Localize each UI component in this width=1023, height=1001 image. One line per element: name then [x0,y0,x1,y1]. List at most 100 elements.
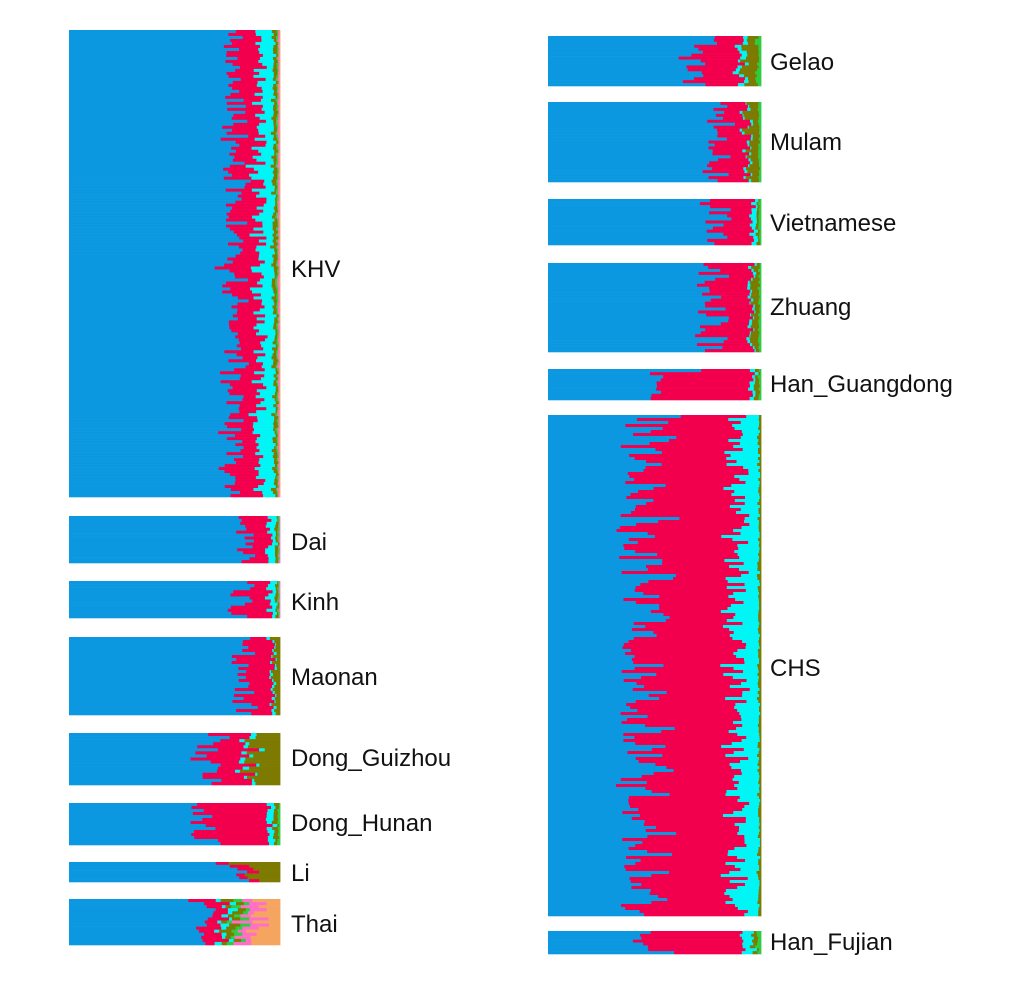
ancestry-segment-chs-k3 [748,472,761,476]
ancestry-segment-chs-k1 [548,490,639,494]
ancestry-segment-khv-k2 [227,107,263,112]
ancestry-segment-maonan-k1 [69,673,238,677]
population-labels: KHV Dai Kinh Maonan Dong_Guizhou Dong_Hu… [291,49,953,956]
ancestry-segment-zhuang-k3 [747,283,751,288]
ancestry-segment-chs-k2 [628,796,741,800]
ancestry-segment-khv-k3 [266,197,276,201]
ancestry-segment-dai-k1 [69,545,253,549]
ancestry-segment-khv-k6 [278,41,280,46]
ancestry-segment-kinh-k1 [69,605,232,610]
ancestry-segment-khv-k6 [277,428,280,432]
ancestry-segment-chs-k2 [622,838,745,842]
ancestry-segment-mulam-k4 [751,179,760,183]
ancestry-segment-dong-guizhou-k2 [206,754,250,758]
ancestry-segment-chs-k2 [669,793,726,797]
ancestry-segment-khv-k1 [69,380,222,384]
ancestry-segment-mulam-k4 [749,104,759,109]
ancestry-segment-khv-k5 [277,32,279,37]
ancestry-segment-khv-k4 [270,245,277,249]
ancestry-segment-gelao-k2 [698,47,738,51]
ancestry-segment-thai-k2 [202,938,230,943]
ancestry-segment-khv-k7 [279,62,281,67]
ancestry-segment-chs-k3 [748,757,760,761]
ancestry-segment-khv-k5 [277,494,279,498]
ancestry-segment-chs-k2 [637,541,749,545]
ancestry-segment-khv-k5 [277,47,280,52]
ancestry-segment-zhuang-k3 [753,328,755,332]
ancestry-segment-vietnamese-k4 [756,214,759,218]
ancestry-segment-zhuang-k2 [704,349,755,353]
ancestry-segment-chs-k3 [744,883,760,887]
ancestry-segment-khv-k2 [241,191,260,195]
ancestry-segment-khv-k4 [273,107,277,112]
ancestry-segment-chs-k4 [759,637,762,641]
ancestry-segment-chs-k4 [758,877,762,881]
ancestry-segment-khv-k7 [279,299,281,303]
ancestry-segment-zhuang-k4 [753,298,760,302]
ancestry-segment-khv-k4 [273,326,277,330]
ancestry-segment-thai-k4 [219,929,232,934]
ancestry-segment-mulam-k3 [742,113,744,118]
ancestry-segment-chs-k3 [737,832,760,836]
ancestry-segment-chs-k1 [548,907,626,911]
ancestry-segment-khv-k3 [263,209,276,213]
ancestry-segment-kinh-k2 [250,587,267,591]
ancestry-segment-maonan-k3 [274,664,277,668]
ancestry-segment-gelao-k5 [758,65,762,69]
ancestry-segment-khv-k4 [273,206,278,210]
ancestry-segment-mulam-k2 [707,164,749,168]
ancestry-segment-thai-k1 [69,932,205,937]
ancestry-segment-khv-k5 [276,197,279,201]
ancestry-segment-khv-k3 [265,185,276,189]
ancestry-segment-khv-k1 [69,302,238,306]
ancestry-segment-khv-k5 [277,452,279,456]
ancestry-segment-gelao-k1 [548,59,702,63]
ancestry-segment-khv-k1 [69,368,235,372]
ancestry-segment-kinh-k2 [233,590,273,594]
ancestry-segment-kinh-k5 [278,605,280,610]
ancestry-segment-chs-k4 [758,652,762,656]
ancestry-segment-zhuang-k2 [704,280,749,285]
ancestry-segment-han-fujian-k4 [753,931,757,935]
ancestry-segment-khv-k3 [259,191,272,195]
ancestry-segment-khv-k5 [275,215,278,219]
ancestry-segment-vietnamese-k5 [758,214,762,218]
ancestry-segment-chs-k2 [645,724,743,728]
ancestry-segment-khv-k5 [277,209,279,213]
ancestry-segment-gelao-k2 [687,68,737,72]
ancestry-segment-khv-k3 [253,422,274,426]
ancestry-segment-chs-k3 [740,532,761,536]
ancestry-segment-khv-k3 [260,401,277,405]
ancestry-segment-khv-k4 [272,353,277,357]
ancestry-segment-khv-k5 [277,389,280,393]
ancestry-segment-khv-k6 [278,296,280,300]
ancestry-segment-chs-k2 [633,661,745,665]
ancestry-segment-khv-k1 [69,377,241,381]
ancestry-segment-khv-k4 [273,62,278,67]
ancestry-segment-chs-k1 [548,757,637,761]
ancestry-segment-khv-k2 [228,83,258,88]
ancestry-segment-dai-k5 [277,530,280,534]
ancestry-segment-chs-k2 [630,706,735,710]
ancestry-segment-chs-k1 [548,586,636,590]
ancestry-segment-han-fujian-k5 [757,942,762,946]
ancestry-segment-khv-k4 [273,383,278,387]
ancestry-segment-chs-k1 [548,841,643,845]
ancestry-segment-khv-k5 [275,488,278,492]
ancestry-segment-chs-k3 [743,466,761,470]
ancestry-segment-khv-k1 [69,53,227,58]
ancestry-segment-khv-k3 [251,380,275,384]
ancestry-segment-khv-k6 [278,359,280,363]
ancestry-segment-li-k2 [236,873,246,877]
ancestry-segment-maonan-k3 [272,640,275,644]
ancestry-segment-chs-k4 [759,904,762,908]
ancestry-segment-khv-k4 [272,239,277,243]
ancestry-segment-chs-k4 [758,730,762,734]
ancestry-segment-chs-k3 [749,523,760,527]
ancestry-segment-khv-k7 [279,38,281,43]
ancestry-segment-khv-k2 [228,320,265,324]
ancestry-segment-chs-k2 [629,475,735,479]
ancestry-segment-dai-k1 [69,548,238,552]
ancestry-segment-chs-k1 [548,694,650,698]
ancestry-segment-khv-k6 [277,98,280,103]
